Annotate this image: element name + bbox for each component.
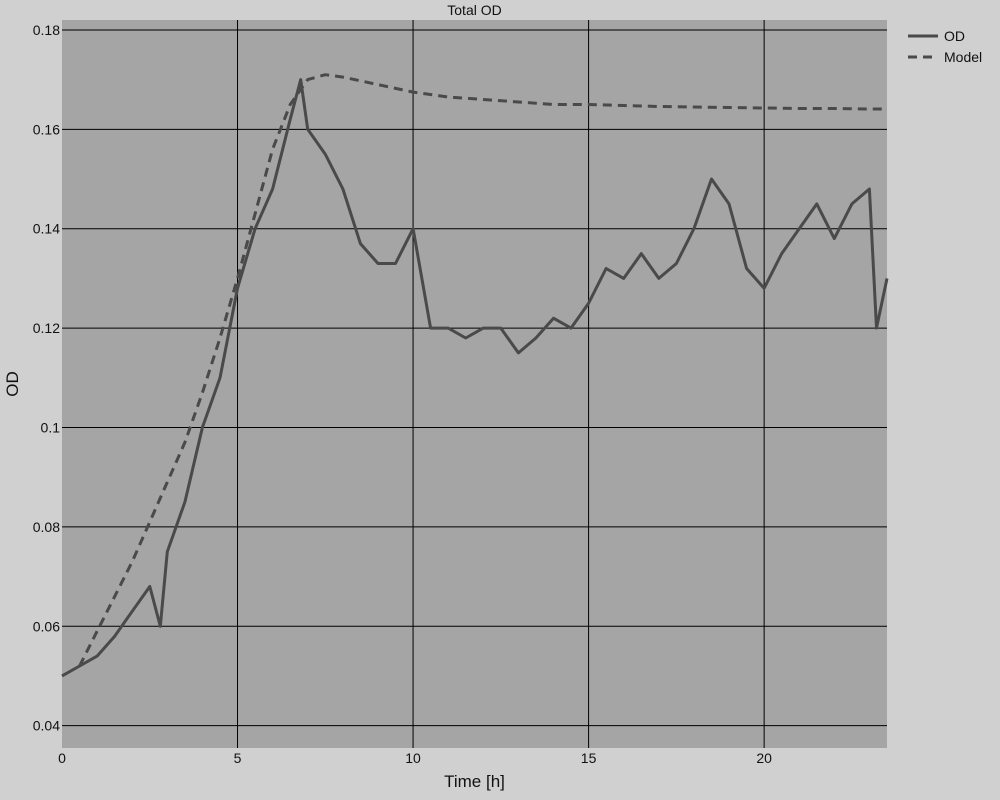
x-axis-ticks: 0 5 10 15 20 (58, 750, 772, 766)
x-tick-label: 15 (581, 750, 597, 766)
x-tick-label: 0 (58, 750, 66, 766)
series-layer (61, 73, 889, 678)
series-line-od (61, 78, 889, 678)
grid (62, 20, 887, 748)
y-tick-label: 0.04 (33, 718, 60, 734)
legend-model-label: Model (944, 49, 982, 65)
y-tick-label: 0.08 (33, 519, 60, 535)
y-tick-label: 0.18 (33, 22, 60, 38)
legend: OD Model (908, 28, 982, 65)
y-axis-ticks: 0.04 0.06 0.08 0.1 0.12 0.14 0.16 0.18 (33, 22, 60, 734)
legend-od-label: OD (944, 28, 965, 44)
series-line-model (78, 73, 887, 667)
y-tick-label: 0.06 (33, 618, 60, 634)
x-axis-label: Time [h] (444, 772, 505, 791)
y-tick-label: 0.16 (33, 121, 60, 137)
chart-title: Total OD (447, 2, 501, 18)
y-tick-label: 0.1 (41, 419, 61, 435)
x-tick-label: 10 (405, 750, 421, 766)
y-tick-label: 0.12 (33, 320, 60, 336)
y-axis-label: OD (3, 371, 22, 397)
y-tick-label: 0.14 (33, 221, 60, 237)
x-tick-label: 20 (756, 750, 772, 766)
x-tick-label: 5 (234, 750, 242, 766)
